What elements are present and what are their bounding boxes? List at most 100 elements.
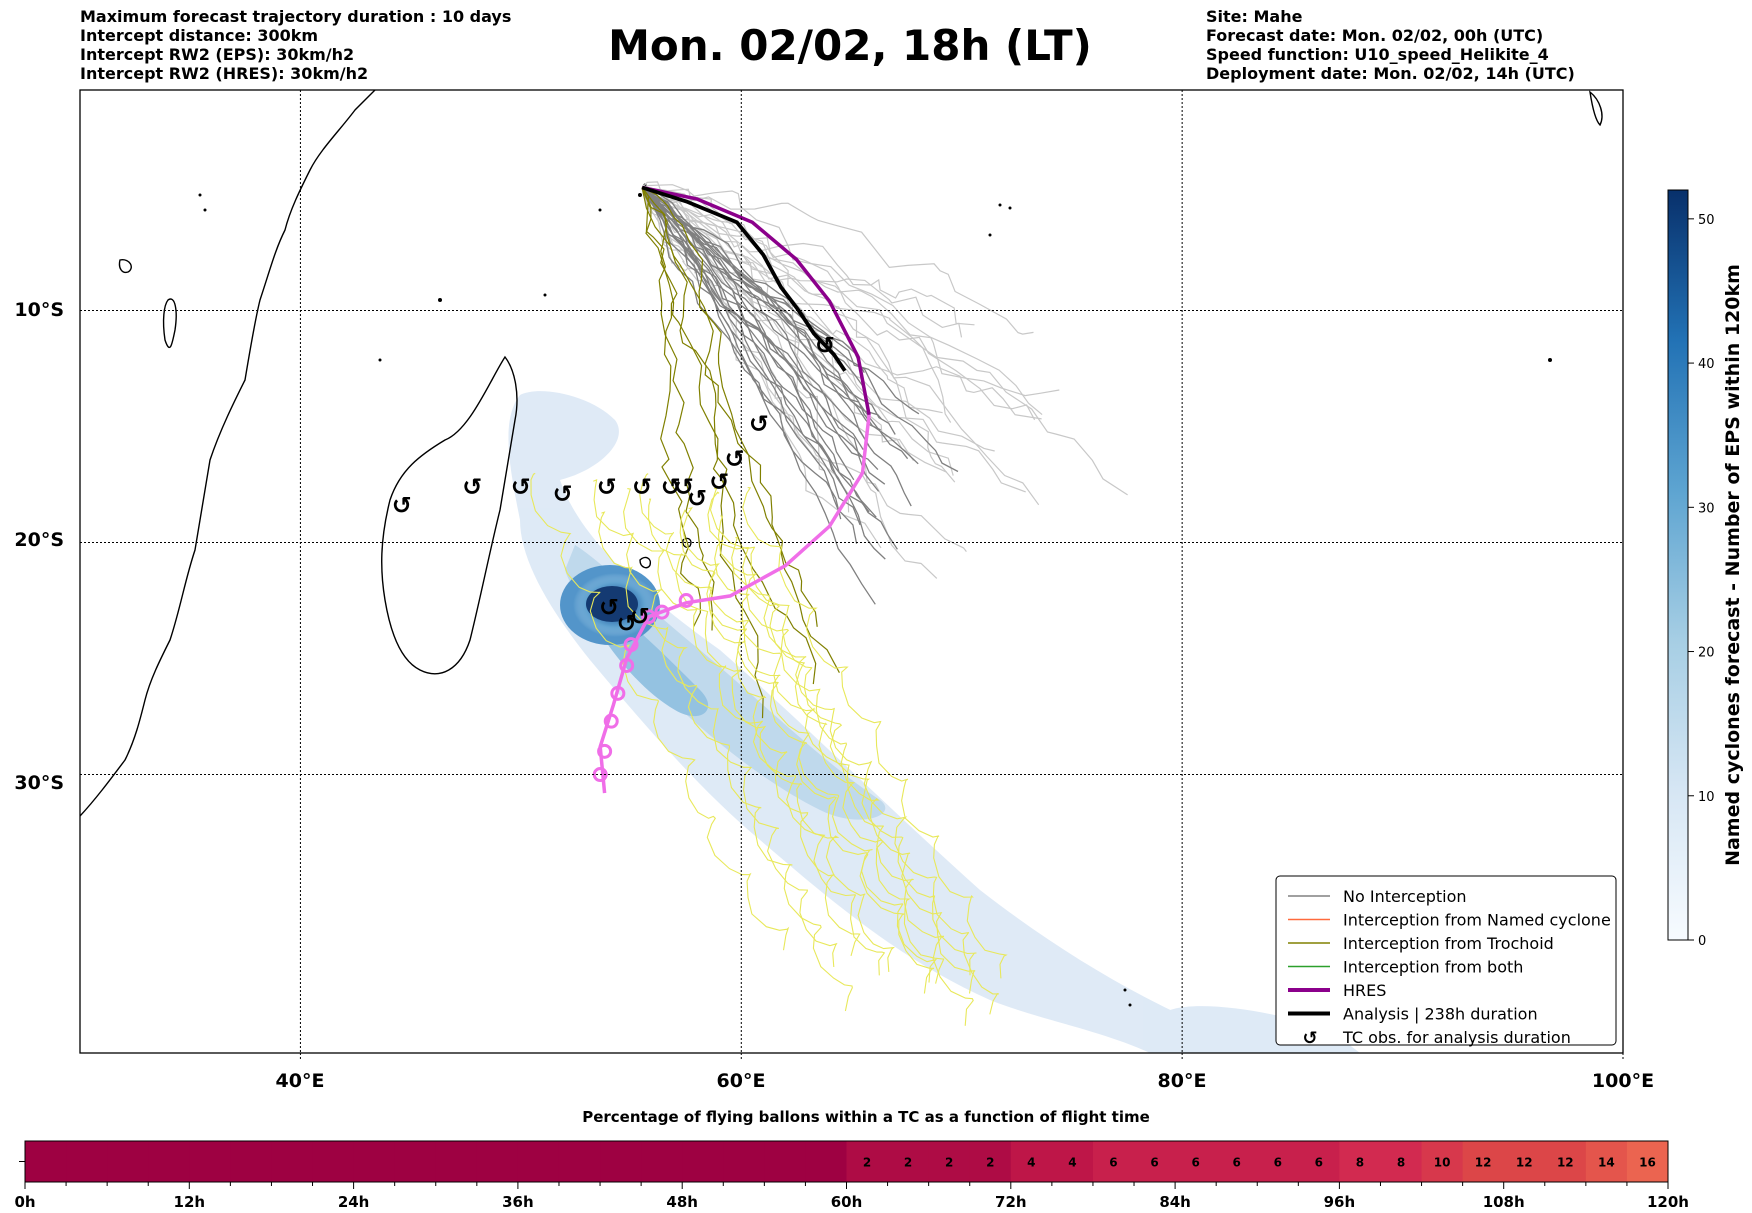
x-tick-label: 100°E [1592,1070,1654,1092]
colorbar-tick-label: 10 [1698,790,1715,805]
header-info-right: Site: Mahe Forecast date: Mon. 02/02, 00… [1206,7,1575,83]
pct-tick-label: 108h [1483,1193,1525,1211]
colorbar-ticks: 0 10 20 30 40 50 [1688,213,1715,949]
header-left-line: Maximum forecast trajectory duration : 1… [80,7,512,26]
ensemble-track-yellow [648,498,896,972]
coastline-madagascar [381,355,518,675]
pct-cell-label: 4 [1068,1156,1076,1170]
pct-tick-label: 12h [174,1193,206,1211]
ensemble-track-yellow [709,487,977,976]
pct-cell-label: 12 [1516,1156,1533,1170]
hres-loop [654,604,670,620]
ensemble-track-yellow [598,511,853,1012]
tc-obs-icon: ↺ [599,593,619,621]
pct-cell [1010,1141,1053,1182]
pct-cell-label: 8 [1356,1156,1364,1170]
pct-cell [1339,1141,1381,1182]
hres-loop [603,713,619,729]
pct-cell [1626,1141,1669,1182]
pct-cell [600,1141,642,1182]
pct-cell [558,1141,601,1182]
pct-tick-label: 24h [338,1193,370,1211]
pct-bar-cells: 2 2 2 2 4 4 6 6 6 6 6 6 8 8 10 12 12 12 14 16 [25,1141,1669,1182]
ensemble-track-yellow [707,491,945,984]
ensemble-track-yellow [679,509,935,994]
pct-bar-title: Percentage of flying ballons within a TC… [582,1108,1150,1126]
pct-cell [1092,1141,1135,1182]
pct-cell [271,1141,314,1182]
ensemble-track-trochoid [641,187,715,631]
ensemble-track-no-interception [641,187,870,513]
colorbar-tick-label: 40 [1698,357,1715,372]
tc-obs-icon: ↺ [661,473,681,501]
pct-cell [1257,1141,1299,1182]
legend-label: Interception from both [1343,958,1523,977]
pct-cell-label: 12 [1475,1156,1492,1170]
pct-cell [846,1141,889,1182]
ensemble-track-no-interception [641,186,886,485]
legend-label: No Interception [1343,887,1467,906]
legend-label: HRES [1343,981,1386,1000]
ensemble-track-trochoid [641,187,817,685]
legend-label: Interception from Trochoid [1343,934,1554,953]
coastlines [80,90,1603,817]
tc-obs-icon: ↺ [617,610,637,638]
chart-title: Mon. 02/02, 18h (LT) [608,21,1092,70]
header-right-line: Site: Mahe [1206,7,1303,26]
pct-cell [1380,1141,1423,1182]
tc-obs-icon: ↺ [674,473,694,501]
ensemble-track-yellow [593,479,838,968]
pct-cell [641,1141,683,1182]
pct-cell [230,1141,272,1182]
pct-cell [1544,1141,1587,1182]
pct-cell [107,1141,149,1182]
x-tick-label: 80°E [1158,1070,1207,1092]
header-right-line: Forecast date: Mon. 02/02, 00h (UTC) [1206,26,1544,45]
pct-tick-label: 0h [14,1193,35,1211]
tc-observations: ↺↺ ↺ ↺ ↺ ↺ ↺↺↺↺↺↺↺↺↺↺ [392,331,835,637]
hres-loop [610,685,626,701]
map-frame [79,89,1624,1054]
pct-cell-label: 2 [986,1156,994,1170]
pct-tick-label: 120h [1647,1193,1689,1211]
forecast-tracks [592,185,871,794]
flight-time-bar: Percentage of flying ballons within a TC… [14,1108,1689,1211]
colorbar-label: Named cyclones forecast - Number of EPS … [1722,264,1744,866]
ensemble-track-yellow [530,472,790,951]
pct-cell-label: 2 [863,1156,871,1170]
tc-obs-icon: ↺ [511,473,531,501]
ensemble-track-light [641,187,954,476]
hres-loop [597,743,613,759]
ensemble-track-no-interception [641,187,842,520]
legend: No Interception Interception from Named c… [1275,875,1617,1049]
ensemble-track-no-interception [641,187,876,605]
header-left-line: Intercept distance: 300km [80,26,319,45]
y-tick-label: 30°S [14,772,64,794]
ensemble-track-no-interception [641,186,912,507]
pct-cell [517,1141,560,1182]
ensemble-track-trochoid [641,187,702,627]
hres-loop [641,609,657,625]
legend-label: Analysis | 238h duration [1343,1005,1538,1024]
pct-cell-label: 8 [1397,1156,1405,1170]
colorbar-gradient [1667,189,1689,941]
ensemble-track-light [641,187,963,338]
colorbar-tick-label: 0 [1698,934,1706,949]
tc-obs-icon: ↺ [597,473,617,501]
legend-box [1275,875,1617,1046]
pct-cell [476,1141,519,1182]
pct-tick-label: 96h [1324,1193,1356,1211]
pct-cell [1216,1141,1258,1182]
pct-cell [928,1141,971,1182]
pct-cell-label: 6 [1191,1156,1199,1170]
pct-cell [723,1141,765,1182]
pct-cell-label: 6 [1315,1156,1323,1170]
tc-obs-icon: ↺ [709,468,729,496]
ensemble-track-no-interception [641,187,919,465]
pct-bar-ticks: 0h 12h 24h 36h 48h 60h 72h 84h 96h 108h 120h [14,1161,1689,1211]
pct-cell [887,1141,930,1182]
hres-loop [623,637,639,653]
pct-cell [805,1141,847,1182]
pct-cell [435,1141,478,1182]
ensemble-track-no-interception [641,187,855,481]
